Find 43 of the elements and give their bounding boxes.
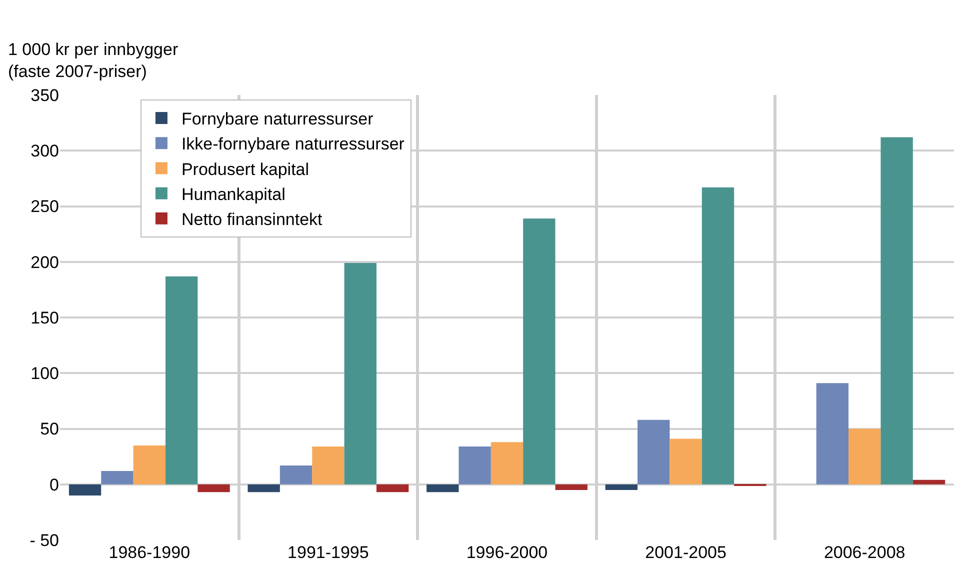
bar [280, 465, 312, 484]
bar [702, 187, 734, 484]
legend-label: Netto finansinntekt [181, 210, 323, 230]
bar [133, 445, 166, 484]
bar [638, 420, 670, 484]
y-tick-label: 250 [30, 197, 59, 216]
y-tick-label: 350 [30, 86, 59, 105]
bar [670, 438, 702, 484]
x-tick-label: 1986-1990 [108, 543, 190, 562]
bar [68, 484, 102, 496]
y-tick-label: - 50 [30, 530, 59, 550]
legend-label: Humankapital [181, 184, 286, 204]
bar [248, 484, 280, 492]
legend-label: Produsert kapital [181, 160, 310, 179]
x-tick-label: 1996-2000 [466, 543, 548, 562]
bar [912, 480, 946, 484]
y-tick-label: 200 [30, 252, 59, 272]
y-tick-label: 150 [30, 308, 59, 328]
y-tick-label: 0 [50, 475, 59, 494]
legend-label: Fornybare naturressurser [181, 110, 374, 129]
bar [198, 484, 230, 492]
bar [426, 484, 459, 492]
y-tick-label: 300 [30, 142, 59, 161]
bar [101, 471, 134, 484]
bar [312, 446, 344, 484]
bar [165, 276, 198, 484]
bar [555, 484, 588, 490]
bar [848, 428, 881, 484]
bar [490, 442, 524, 484]
x-tick-label: 2001-2005 [645, 543, 726, 562]
bar [376, 484, 409, 492]
bar [880, 137, 913, 484]
y-axis-title: 1 000 kr per innbygger (faste 2007-priser) [8, 40, 178, 82]
y-tick-label: 50 [40, 420, 59, 439]
legend-label: Ikke-fornybare naturressurser [181, 134, 405, 154]
bar [816, 383, 849, 484]
bar [605, 484, 638, 490]
x-tick-label: 2006-2008 [824, 543, 906, 562]
y-tick-label: 100 [30, 364, 59, 384]
bar [523, 218, 556, 484]
x-tick-label: 1991-1995 [288, 543, 369, 562]
bar [344, 262, 376, 484]
bar [458, 446, 491, 484]
